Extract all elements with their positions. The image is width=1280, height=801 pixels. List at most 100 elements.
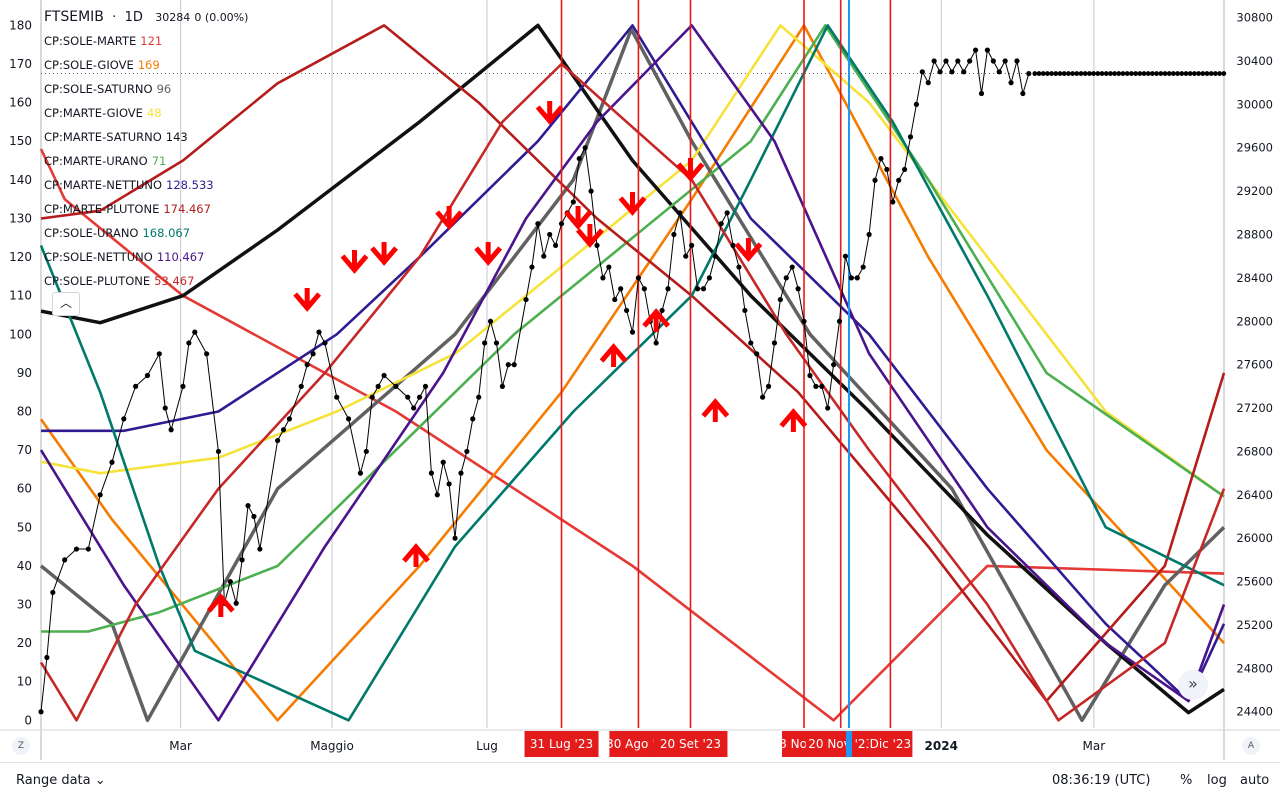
price-point: [659, 307, 665, 314]
legend-item[interactable]: CP:MARTE-PLUTONE 174.467: [44, 197, 248, 221]
price-point: [831, 362, 837, 368]
price-point: [878, 155, 884, 162]
price-point: [458, 470, 464, 476]
price-point: [239, 557, 245, 563]
price-point: [748, 340, 754, 346]
price-point: [961, 69, 967, 75]
collapse-legend-button[interactable]: ︿: [52, 292, 80, 316]
projection-point: [1074, 71, 1080, 76]
price-point: [186, 340, 192, 346]
price-point: [44, 654, 50, 661]
price-point: [724, 210, 730, 216]
projection-point: [1133, 71, 1139, 76]
arrow-up-icon: [402, 543, 430, 567]
arrow-down-icon: [618, 192, 647, 216]
price-point: [890, 199, 896, 205]
legend-item[interactable]: CP:SOLE-MARTE 121: [44, 29, 248, 53]
price-point: [541, 253, 547, 259]
price-point: [606, 264, 612, 270]
price-point: [978, 90, 985, 97]
legend-item-value: 71: [151, 154, 167, 168]
legend-item[interactable]: CP:MARTE-URANO 71: [44, 149, 248, 173]
legend-item[interactable]: CP:SOLE-GIOVE 169: [44, 53, 248, 77]
left-tick-label: 140: [9, 173, 32, 187]
legend-item[interactable]: CP:SOLE-SATURNO 96: [44, 77, 248, 101]
price-point: [493, 340, 500, 346]
price-point: [558, 221, 565, 227]
right-tick-label: 27600: [1236, 358, 1273, 372]
series-line: [39, 24, 1225, 722]
scroll-to-realtime-button[interactable]: »: [1178, 670, 1208, 700]
projection-point: [1129, 71, 1134, 76]
projection-point: [1112, 71, 1118, 76]
marker-label-box: [868, 731, 913, 757]
auto-toggle[interactable]: auto: [1240, 773, 1270, 788]
price-point: [316, 329, 322, 335]
legend: FTSEMIB · 1D 30284 0 (0.00%) CP:SOLE-MAR…: [44, 6, 248, 293]
projection-point: [1032, 71, 1038, 76]
legend-item[interactable]: CP:MARTE-GIOVE 48: [44, 101, 248, 125]
legend-item-value: 168.067: [142, 226, 191, 240]
right-tick-label: 25600: [1236, 575, 1273, 589]
price-point: [85, 546, 91, 552]
legend-item[interactable]: CP:MARTE-SATURNO 143: [44, 125, 248, 149]
legend-item[interactable]: CP:SOLE-PLUTONE 53.467: [44, 269, 248, 293]
projection-point: [1078, 71, 1084, 76]
price-point: [795, 286, 801, 292]
projection-point: [1057, 71, 1063, 76]
projection-point: [1040, 71, 1046, 76]
legend-item-value: 169: [137, 58, 160, 72]
log-toggle[interactable]: log: [1207, 773, 1227, 788]
right-tick-label: 29600: [1236, 141, 1273, 155]
legend-item-name: CP:MARTE-NETTUNO: [44, 178, 163, 192]
price-point: [1014, 58, 1020, 64]
price-point: [553, 242, 559, 248]
projection-point: [1036, 71, 1042, 76]
projection-point: [1066, 71, 1071, 76]
legend-item[interactable]: CP:MARTE-NETTUNO 128.533: [44, 173, 248, 197]
price-point: [280, 427, 287, 433]
price-point: [576, 155, 582, 162]
price-point: [446, 481, 452, 487]
price-point: [677, 210, 683, 216]
projection-point: [1120, 71, 1126, 76]
price-point: [487, 318, 494, 324]
price-point: [482, 340, 488, 346]
price-point: [990, 58, 996, 64]
legend-item-name: CP:MARTE-URANO: [44, 154, 148, 168]
price-point: [422, 383, 429, 389]
left-tick-label: 50: [17, 520, 32, 534]
price-point: [866, 231, 872, 238]
price-point: [476, 394, 482, 400]
price-point: [334, 394, 340, 400]
symbol-name[interactable]: FTSEMIB: [44, 9, 104, 25]
legend-item-value: 174.467: [163, 202, 211, 216]
range-data-button[interactable]: Range data ⌄: [16, 773, 106, 788]
chart-canvas[interactable]: Mar Maggio Lug 2024 Mar 0 10 20 30 40 50 60 70 80 90 10…: [0, 0, 1280, 760]
price-point: [842, 253, 849, 259]
interval[interactable]: 1D: [124, 10, 143, 25]
price-point: [156, 351, 162, 357]
projection-point: [1158, 71, 1164, 76]
legend-item[interactable]: CP:SOLE-NETTUNO 110.467: [44, 245, 248, 269]
corner-z-button[interactable]: Z: [12, 737, 30, 755]
percent-toggle[interactable]: %: [1180, 773, 1193, 788]
legend-item[interactable]: CP:SOLE-URANO 168.067: [44, 221, 248, 245]
left-tick-label: 160: [9, 96, 32, 110]
legend-item-name: CP:SOLE-SATURNO: [44, 82, 153, 96]
price-point: [789, 264, 795, 270]
marker-label: 20 Set '23: [660, 737, 721, 751]
corner-a-button[interactable]: A: [1242, 737, 1260, 755]
marker-label: 31 Lug '23: [530, 737, 593, 751]
right-tick-label: 30400: [1236, 54, 1273, 68]
left-tick-label: 120: [9, 250, 32, 264]
arrow-up-icon: [599, 343, 628, 367]
projection-point: [1108, 71, 1113, 76]
price-point: [712, 253, 718, 259]
left-tick-label: 150: [9, 134, 32, 148]
right-tick-label: 26000: [1236, 531, 1273, 545]
price-point: [671, 231, 677, 238]
series-line: [41, 24, 1225, 633]
clock-display[interactable]: 08:36:19 (UTC): [1052, 773, 1151, 788]
price-point: [629, 329, 636, 335]
